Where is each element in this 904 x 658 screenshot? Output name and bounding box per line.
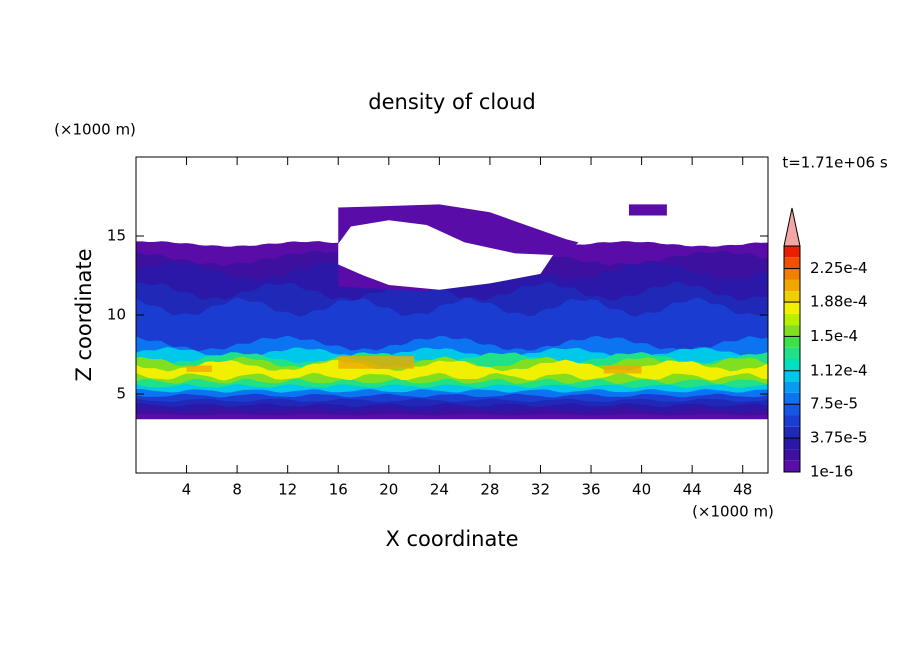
colorbar-box <box>784 381 800 393</box>
colorbar-label: 3.75e-5 <box>810 429 868 447</box>
x-unit: (×1000 m) <box>692 503 774 521</box>
colorbar-box <box>784 246 800 258</box>
contour-band <box>186 365 212 372</box>
colorbar-box <box>784 279 800 292</box>
contour-band <box>628 204 667 216</box>
x-tick-label: 44 <box>683 481 702 499</box>
x-tick-label: 40 <box>632 481 651 499</box>
colorbar-over <box>783 207 801 247</box>
y-axis-label: Z coordinate <box>72 248 96 381</box>
x-tick-label: 48 <box>733 481 752 499</box>
contour-hole <box>338 220 554 290</box>
colorbar-label: 1.5e-4 <box>810 327 858 345</box>
colorbar-box <box>784 313 800 326</box>
colorbar-box <box>784 415 800 427</box>
x-tick-label: 16 <box>329 481 348 499</box>
colorbar-box <box>784 336 800 348</box>
colorbar-box <box>784 347 800 359</box>
colorbar-label: 1.88e-4 <box>810 293 868 311</box>
x-axis-label: X coordinate <box>385 527 518 551</box>
x-tick-label: 28 <box>480 481 499 499</box>
colorbar-label: 1e-16 <box>810 463 853 481</box>
colorbar-box <box>784 359 800 371</box>
colorbar-label: 1.12e-4 <box>810 361 868 379</box>
colorbar-label: 2.25e-4 <box>810 259 868 277</box>
contour-field <box>136 204 768 420</box>
colorbar-box <box>784 404 800 416</box>
colorbar-box <box>784 460 800 472</box>
contour-band <box>136 359 768 381</box>
contour-band <box>603 365 642 374</box>
colorbar-box <box>784 291 800 303</box>
x-tick-label: 12 <box>278 481 297 499</box>
y-tick-label: 5 <box>116 385 126 403</box>
colorbar-box <box>784 392 800 405</box>
colorbar-box <box>784 370 800 382</box>
x-tick-label: 24 <box>430 481 449 499</box>
colorbar-box <box>784 426 800 439</box>
colorbar-box <box>784 268 800 280</box>
x-tick-label: 32 <box>531 481 550 499</box>
colorbar-box <box>784 325 800 337</box>
x-tick-label: 36 <box>581 481 600 499</box>
x-tick-label: 8 <box>232 481 242 499</box>
chart-title: density of cloud <box>368 90 535 114</box>
colorbar-label: 7.5e-5 <box>810 395 858 413</box>
colorbar-box <box>784 257 800 269</box>
y-tick-label: 10 <box>107 306 126 324</box>
colorbar-box <box>784 438 800 450</box>
y-tick-label: 15 <box>107 227 126 245</box>
colorbar-box <box>784 449 800 461</box>
time-label: t=1.71e+06 s <box>782 154 888 172</box>
contour-band <box>338 356 415 369</box>
x-tick-label: 20 <box>379 481 398 499</box>
y-unit: (×1000 m) <box>54 121 136 139</box>
colorbar-box <box>784 302 800 314</box>
x-tick-label: 4 <box>182 481 192 499</box>
